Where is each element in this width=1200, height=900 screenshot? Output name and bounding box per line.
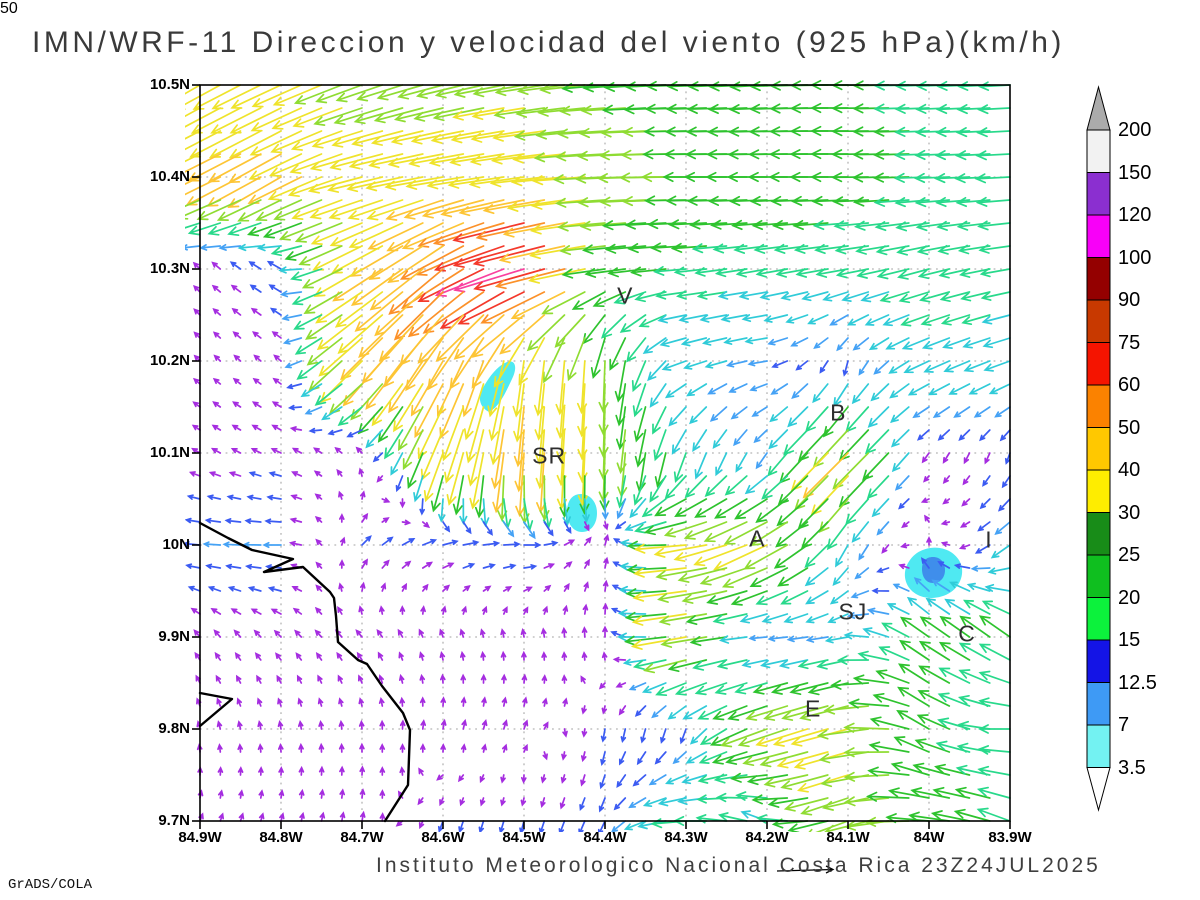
colorbar-above-max [1086, 85, 1111, 131]
coastline [198, 521, 412, 823]
shaded-speed-regions [479, 361, 963, 598]
calm-patch-center [567, 494, 597, 532]
reference-vector-label: 50 [0, 0, 18, 17]
footer-caption: Instituto Meteorologico Nacional Costa R… [376, 854, 1101, 877]
page-title: IMN/WRF-11 Direccion y velocidad del vie… [32, 26, 1065, 59]
reference-vector-arrow [776, 865, 835, 874]
speed-colorbar [1086, 85, 1111, 812]
axis-ticks [192, 84, 1011, 829]
credit-label: GrADS/COLA [8, 877, 93, 893]
colorbar-below-min [1086, 767, 1111, 812]
wind-vector-field [185, 79, 1011, 832]
